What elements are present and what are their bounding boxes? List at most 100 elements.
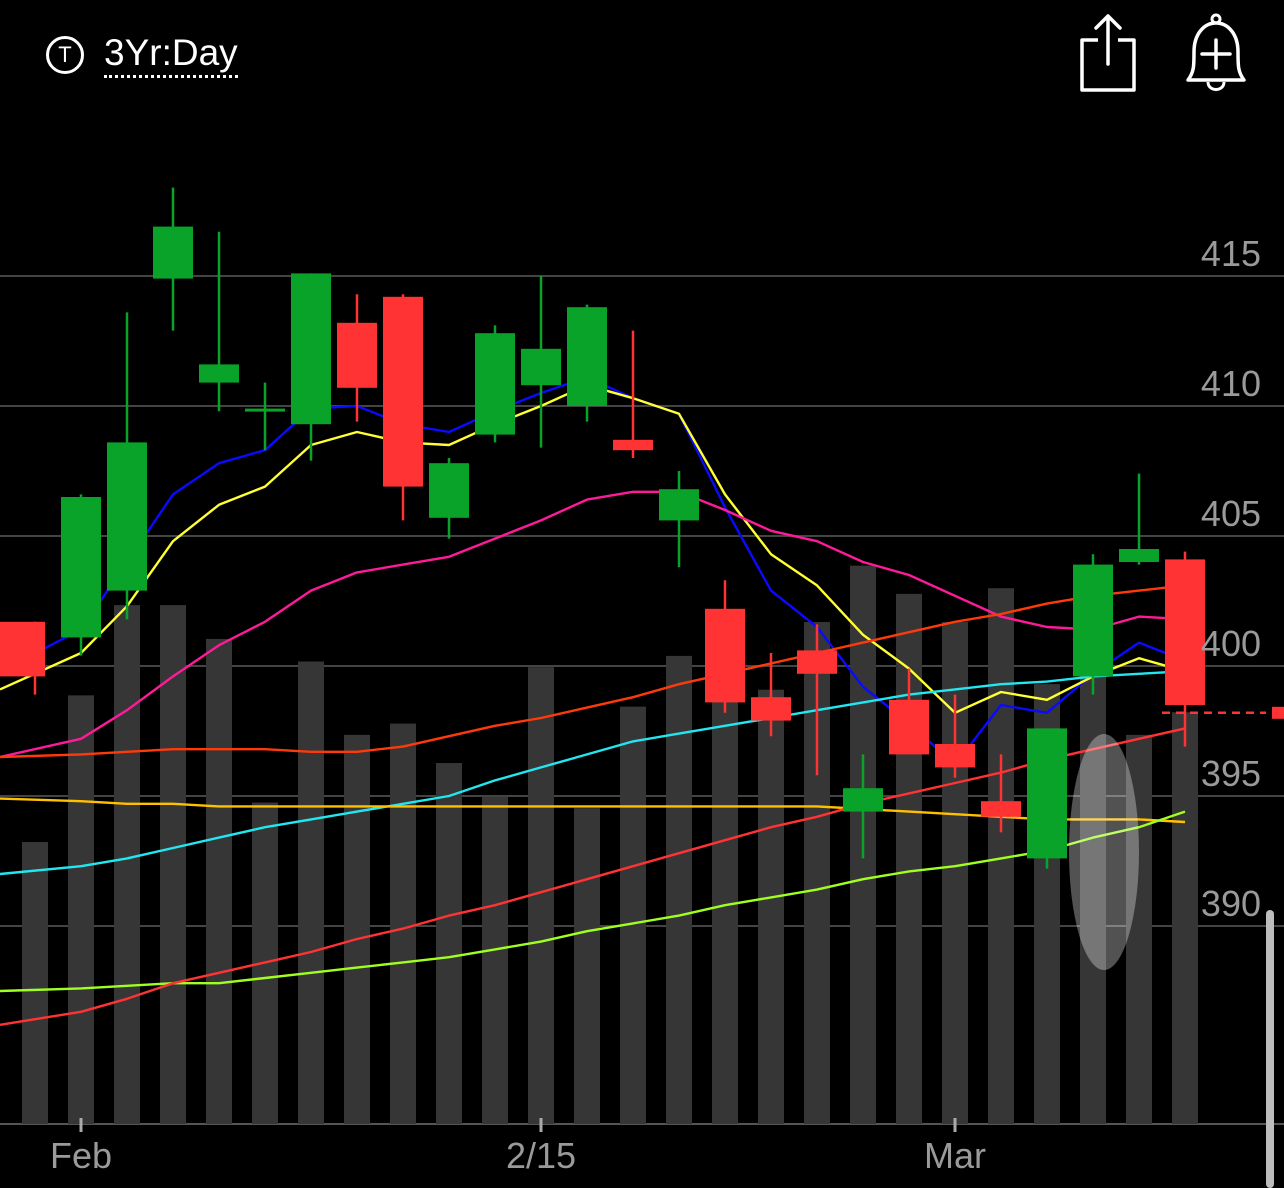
volume-bar [206,638,232,1124]
volume-bar [68,695,94,1124]
x-tick-label: Feb [50,1135,112,1176]
y-tick-label: 390 [1201,883,1261,924]
candle-body [613,439,653,451]
candle-down [383,294,423,521]
volume-bar [160,605,186,1124]
candle-down [613,330,653,458]
candle-body [567,307,607,406]
candle-body [843,788,883,812]
candle-up [567,304,607,422]
volume-bar [758,689,784,1124]
volume-bar [620,706,646,1124]
candle-body [797,650,837,674]
candlesticks [0,187,1205,869]
bell-plus-icon [1186,13,1246,91]
volume-bar [1126,734,1152,1124]
period-selector[interactable]: T 3Yr:Day [46,30,238,80]
volume-bar [114,605,140,1124]
volume-bar [436,763,462,1124]
moving-average-line [0,376,1186,766]
share-icon [1080,14,1136,92]
candle-up [521,276,561,448]
x-tick-label: Mar [924,1135,986,1176]
candle-body [981,801,1021,817]
volume-bar [390,723,416,1124]
candle-up [61,494,101,656]
volume-bar [666,655,692,1124]
chart-overlay [1069,706,1284,1188]
candle-body [1119,549,1159,562]
moving-average-line [0,384,1186,714]
candle-body [245,408,285,412]
candle-up [245,382,285,451]
volume-bar [298,661,324,1124]
candle-up [475,325,515,443]
candle-down [705,580,745,713]
candle-body [1165,559,1205,705]
touch-indicator [1069,734,1139,970]
candle-up [659,471,699,568]
volume-bar [574,808,600,1124]
share-button[interactable] [1076,12,1140,94]
candle-down [751,653,791,737]
candle-down [337,294,377,422]
volume-bar [1172,712,1198,1124]
candle-up [1027,728,1067,869]
candle-body [429,463,469,518]
candle-down [797,624,837,776]
candle-body [383,296,423,487]
add-alert-button[interactable] [1180,12,1252,94]
moving-average-line [0,490,1186,759]
candle-body [61,497,101,638]
y-tick-label: 415 [1201,233,1261,274]
y-tick-label: 405 [1201,493,1261,534]
candle-down [935,694,975,778]
candle-body [935,744,975,768]
candle-body [751,697,791,721]
volume-bar [22,842,48,1124]
candle-body [889,699,929,755]
candle-body [659,489,699,521]
candle-body [1027,728,1067,859]
moving-average-line [0,584,1186,759]
y-tick-label: 400 [1201,623,1261,664]
volume-bar [344,734,370,1124]
candle-body [153,226,193,279]
candle-up [153,187,193,331]
time-period-icon: T [46,36,84,74]
candle-down [889,668,929,755]
candle-up [429,458,469,539]
y-tick-label: 395 [1201,753,1261,794]
candle-up [199,231,239,412]
candle-body [705,608,745,703]
candle-up [107,312,147,620]
x-tick-label: 2/15 [506,1135,576,1176]
candle-body [475,333,515,435]
candle-body [199,364,239,383]
chart-header: T 3Yr:Day [0,0,1284,110]
moving-average-line [0,670,1186,876]
y-axis: 390 395 400 405 410 415 [1201,233,1261,924]
candle-body [337,322,377,388]
candle-down [981,754,1021,833]
volume-bar [712,667,738,1124]
candle-body [521,348,561,386]
candle-up [843,754,883,859]
x-axis: Feb 2/15 Mar [50,1118,986,1176]
candle-up [1119,473,1159,565]
volume-bar [482,796,508,1124]
volume-bars [22,565,1198,1124]
candle-body [291,273,331,425]
last-price-marker [1272,706,1284,719]
candle-up [291,273,331,461]
moving-average-line [0,727,1186,1026]
moving-average-line [0,810,1186,993]
candle-body [107,442,147,591]
candle-body [0,621,45,677]
candle-up [1073,554,1113,695]
candle-body [1073,564,1113,677]
volume-bar [1080,667,1106,1124]
scroll-indicator [1266,910,1274,1188]
period-label: 3Yr:Day [104,32,238,78]
